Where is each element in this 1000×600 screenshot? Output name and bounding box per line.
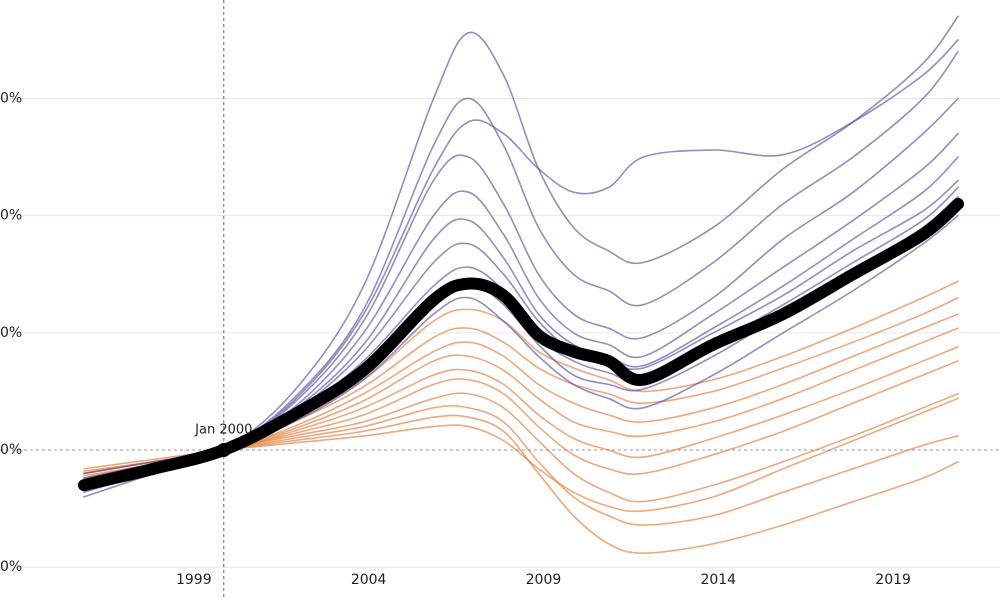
series-line: [83, 327, 959, 475]
x-tick-label: 2019: [875, 572, 911, 588]
series-line: [83, 414, 959, 554]
y-tick-label: 0%: [0, 325, 22, 341]
y-tick-label: 0%: [0, 442, 22, 458]
x-tick-label: 2014: [700, 572, 736, 588]
series-line: [83, 360, 959, 482]
series-line: [83, 404, 959, 526]
y-tick-label: 0%: [0, 90, 22, 106]
series-line: [83, 392, 959, 503]
series-line: [83, 50, 959, 493]
average-line: [77, 197, 965, 492]
annotation-label: Jan 2000: [194, 423, 252, 438]
series-line: [83, 15, 959, 498]
y-tick-label: 0%: [0, 559, 22, 575]
x-tick-label: 2004: [351, 572, 387, 588]
y-tick-label: 0%: [0, 208, 22, 224]
x-tick-label: 1999: [176, 572, 212, 588]
series-line: [83, 397, 959, 513]
annotation-dot: [216, 443, 231, 457]
x-tick-label: 2009: [526, 572, 562, 588]
